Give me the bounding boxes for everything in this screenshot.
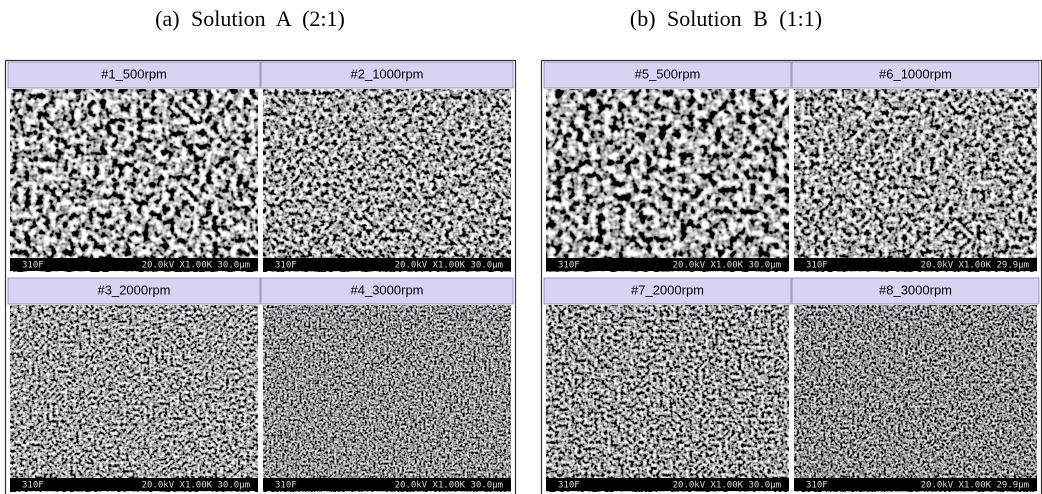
- sem-info: 20.0kV X1.00K 29.9µm: [921, 261, 1029, 271]
- sem-image: [794, 305, 1037, 492]
- sem-info-bar: [546, 258, 789, 271]
- sem-info: 20.0kV X1.00K 30.0µm: [395, 261, 503, 271]
- cell-header: [791, 277, 1040, 305]
- panel-title: (b) Solution B (1:1): [630, 6, 822, 31]
- cell-label: #5_500rpm: [635, 66, 701, 81]
- sem-info-bar: [10, 258, 258, 271]
- sem-code: 310F: [806, 261, 828, 271]
- sem-code: 310F: [558, 261, 580, 271]
- sem-info: 20.0kV X1.00K 30.0µm: [142, 481, 250, 491]
- cell-header: [260, 277, 514, 305]
- cell-header: [543, 61, 792, 89]
- sem-code: 310F: [22, 261, 44, 271]
- cell-label: #2_1000rpm: [351, 66, 424, 81]
- cell-header: [543, 277, 792, 305]
- sem-image: [794, 89, 1037, 272]
- sem-image: [263, 305, 511, 492]
- sem-info: 20.0kV X1.00K 30.0µm: [142, 261, 250, 271]
- sem-info: 20.0kV X1.00K 29.9µm: [921, 481, 1029, 491]
- cell-label: #6_1000rpm: [879, 66, 952, 81]
- cell-header: [7, 61, 261, 89]
- sem-info-bar: [794, 258, 1037, 271]
- sem-code: 310F: [558, 481, 580, 491]
- sem-image: [10, 89, 258, 272]
- sem-info-bar: [546, 478, 789, 491]
- sem-info: 20.0kV X1.00K 30.0µm: [673, 481, 781, 491]
- sem-code: 310F: [22, 481, 44, 491]
- cell-label: #3_2000rpm: [98, 282, 171, 297]
- cell-label: #7_2000rpm: [631, 282, 704, 297]
- panel-title: (a) Solution A (2:1): [155, 6, 345, 31]
- sem-info: 20.0kV X1.00K 30.0µm: [673, 261, 781, 271]
- sem-image: [10, 305, 258, 492]
- sem-info-bar: [263, 258, 511, 271]
- sem-image: [546, 89, 789, 272]
- sem-info: 20.0kV X1.00K 30.0µm: [395, 481, 503, 491]
- sem-info-bar: [10, 478, 258, 491]
- sem-info-bar: [794, 478, 1037, 491]
- sem-code: 310F: [275, 481, 297, 491]
- sem-code: 310F: [806, 481, 828, 491]
- sem-info-bar: [263, 478, 511, 491]
- cell-label: #4_3000rpm: [351, 282, 424, 297]
- cell-header: [791, 61, 1040, 89]
- sem-image: [263, 89, 511, 272]
- cell-label: #8_3000rpm: [879, 282, 952, 297]
- sem-code: 310F: [275, 261, 297, 271]
- cell-header: [7, 277, 261, 305]
- cell-header: [260, 61, 514, 89]
- cell-label: #1_500rpm: [101, 66, 167, 81]
- sem-image: [546, 305, 789, 492]
